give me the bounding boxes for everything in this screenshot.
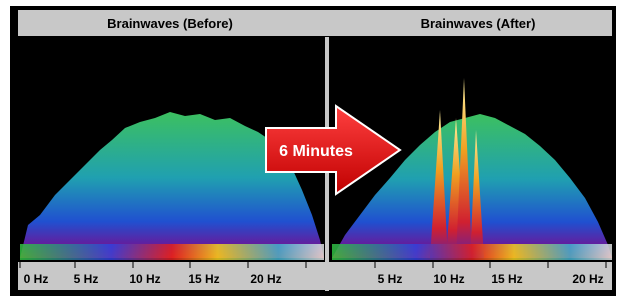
x-tick-label: 0 Hz — [24, 272, 49, 286]
spectrum-base — [332, 244, 612, 260]
panel-title: Brainwaves (Before) — [107, 16, 233, 31]
brainwave-comparison: Brainwaves (Before) Brainwaves (After) 0… — [0, 0, 620, 303]
x-tick-label: 15 Hz — [188, 272, 219, 286]
spectrum-base — [20, 244, 324, 260]
arrow-label: 6 Minutes — [279, 143, 353, 160]
x-axis-bar — [329, 262, 612, 290]
x-tick-label: 5 Hz — [378, 272, 403, 286]
x-tick-label: 10 Hz — [433, 272, 464, 286]
x-tick-label: 5 Hz — [74, 272, 99, 286]
x-tick-label: 20 Hz — [250, 272, 281, 286]
panel-title: Brainwaves (After) — [421, 16, 536, 31]
x-tick-label: 15 Hz — [491, 272, 522, 286]
x-tick-label: 20 Hz — [572, 272, 603, 286]
x-tick-label: 10 Hz — [129, 272, 160, 286]
